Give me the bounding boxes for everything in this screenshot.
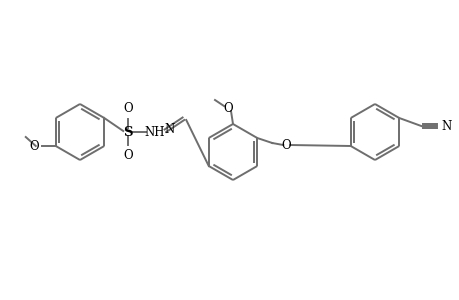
Text: O: O — [29, 140, 39, 152]
Text: N: N — [440, 119, 451, 133]
Text: S: S — [123, 125, 133, 139]
Text: O: O — [123, 149, 133, 162]
Text: NH: NH — [144, 125, 164, 139]
Text: N: N — [164, 122, 174, 136]
Text: O: O — [281, 139, 291, 152]
Text: O: O — [223, 101, 232, 115]
Text: O: O — [123, 102, 133, 115]
